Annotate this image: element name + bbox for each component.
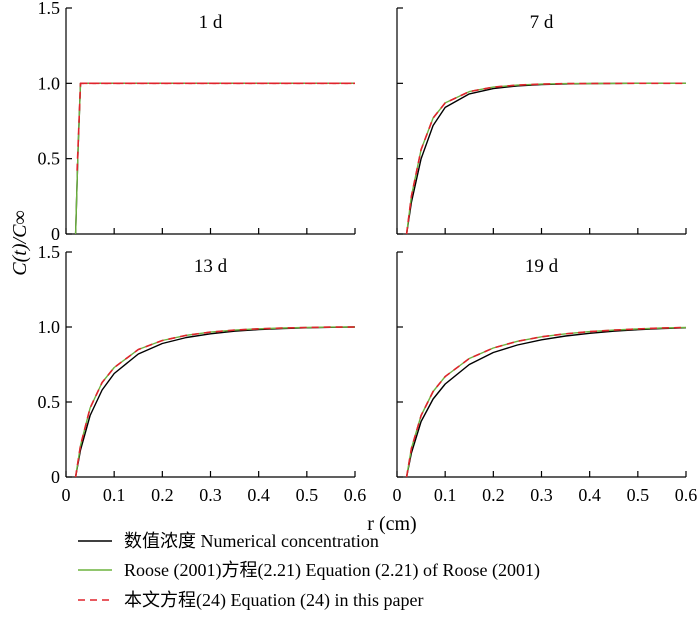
series-line-2	[74, 326, 356, 478]
series-line-1	[405, 82, 686, 235]
panel-title: 19 d	[525, 256, 559, 277]
series-line-2	[405, 326, 687, 478]
series-line-2	[74, 82, 355, 235]
panel-3: 0 0.5 1.0 1.5 0 0.1 0.2 0.3 0.4 0.5 0.6 13 d	[38, 242, 367, 505]
series-line-1	[74, 326, 356, 478]
panel-title: 7 d	[530, 12, 554, 33]
x-tick-label: 0.6	[675, 485, 698, 505]
x-tick-label: 0.2	[151, 485, 174, 505]
series-line-4	[76, 82, 355, 171]
x-tick-label: 0.3	[199, 485, 222, 505]
series-line-1	[405, 327, 687, 478]
panel-title: 13 d	[194, 256, 228, 277]
x-tick-label: 0.2	[482, 485, 505, 505]
panel-4: 0 0.1 0.2 0.3 0.4 0.5 0.6 19 d	[393, 251, 698, 505]
series-line-3	[74, 326, 356, 478]
y-tick-label: 1.5	[38, 0, 61, 18]
x-tick-label: 0.1	[434, 485, 457, 505]
series-line-1	[74, 82, 355, 235]
y-tick-label: 1.0	[38, 317, 61, 337]
x-tick-label: 0.6	[344, 485, 367, 505]
x-tick-label: 0	[393, 485, 402, 505]
x-tick-label: 0.1	[103, 485, 126, 505]
panel-2: 7 d	[396, 7, 687, 235]
x-tick-label: 0.5	[627, 485, 650, 505]
panel-1: 0 0.5 1.0 1.5 1 d	[38, 0, 356, 244]
y-tick-label: 0.5	[38, 149, 61, 169]
x-tick-label: 0.5	[296, 485, 319, 505]
y-tick-label: 0	[51, 224, 60, 244]
y-tick-label: 0	[51, 467, 60, 487]
x-tick-label: 0.3	[530, 485, 553, 505]
x-tick-label: 0	[62, 485, 71, 505]
series-line-3	[405, 326, 687, 478]
x-axis-label: r (cm)	[367, 513, 416, 535]
y-tick-label: 0.5	[38, 392, 61, 412]
panel-title: 1 d	[199, 12, 223, 33]
series-line-3	[405, 82, 686, 235]
x-tick-label: 0.4	[578, 485, 601, 505]
legend-label-2: Roose (2001)方程(2.21) Equation (2.21) of …	[124, 560, 540, 581]
legend-label-1: 数值浓度 Numerical concentration	[124, 531, 379, 551]
x-tick-label: 0.4	[247, 485, 270, 505]
legend-label-3: 本文方程(24) Equation (24) in this paper	[124, 590, 423, 611]
y-tick-label: 1.0	[38, 73, 61, 93]
y-tick-label: 1.5	[38, 242, 61, 262]
y-axis-label: C(t)/C∞	[9, 210, 31, 275]
legend: 数值浓度 Numerical concentration Roose (2001)…	[78, 531, 540, 611]
